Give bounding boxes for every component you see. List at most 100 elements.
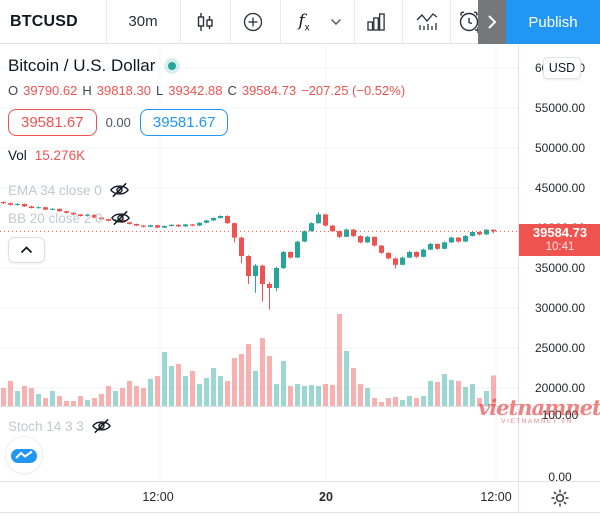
volume-bar	[162, 352, 167, 406]
symbol-button[interactable]: BTCUSD	[10, 13, 78, 30]
candle-body	[435, 244, 440, 249]
indicators-dropdown-arrow[interactable]	[324, 0, 348, 44]
time-axis-label: 12:00	[142, 490, 174, 504]
candle-body	[491, 229, 496, 232]
volume-bar	[239, 354, 244, 406]
volume-bar	[351, 368, 356, 406]
candle-body	[323, 214, 328, 226]
chart-style-button[interactable]	[188, 0, 222, 44]
volume-bar	[435, 382, 440, 406]
volume-bar	[183, 376, 188, 406]
templates-button[interactable]	[361, 0, 391, 44]
bb-indicator-row: BB 20 close 2 0	[8, 209, 131, 227]
candle-body	[246, 256, 251, 276]
candle-body	[281, 252, 286, 268]
collapse-pane-button[interactable]	[8, 237, 45, 263]
indicators-button[interactable]: fx	[288, 0, 320, 44]
volume-bar	[400, 400, 405, 406]
candle-body	[148, 225, 153, 227]
candle-body	[302, 231, 307, 242]
stoch-axis-label: 100.00	[541, 408, 579, 422]
time-axis-label: 12:00	[480, 490, 512, 504]
volume-bar	[127, 381, 132, 406]
volume-bar	[414, 398, 419, 406]
sell-price-button[interactable]: 39581.67	[8, 109, 97, 136]
candle-body	[8, 203, 13, 205]
volume-bar	[22, 386, 27, 406]
tradingview-logo[interactable]	[5, 436, 43, 474]
volume-bar	[197, 384, 202, 406]
stoch-indicator-row: Stoch 14 3 3	[8, 417, 112, 435]
volume-bar	[155, 376, 160, 406]
candle-body	[428, 244, 433, 250]
fundamentals-button[interactable]	[412, 0, 442, 44]
volume-bar	[218, 376, 223, 406]
stoch-indicator-label[interactable]: Stoch 14 3 3	[8, 418, 84, 434]
time-axis[interactable]: 12:00 20 12:00	[0, 481, 600, 513]
candle-body	[78, 214, 83, 216]
candle-body	[351, 229, 356, 236]
volume-bar	[148, 379, 153, 406]
candle-body	[57, 208, 62, 212]
last-price-value: 39584.73	[532, 225, 588, 240]
candle-body	[358, 236, 363, 243]
ohlc-low-value: 39342.88	[168, 83, 223, 98]
candle-body	[169, 224, 174, 226]
candle-body	[162, 226, 167, 228]
ohlc-high-value: 39818.30	[96, 83, 151, 98]
bb-visibility-toggle[interactable]	[110, 209, 131, 227]
ema-indicator-label[interactable]: EMA 34 close 0	[8, 182, 102, 198]
volume-bar	[421, 396, 426, 406]
ohlc-legend: O 39790.62 H 39818.30 L 39342.88 C 39584.73 …	[8, 83, 405, 98]
candle-body	[85, 214, 90, 216]
publish-button[interactable]: Publish	[506, 0, 600, 44]
volume-bar	[106, 386, 111, 406]
candle-body	[288, 252, 293, 258]
volume-bar	[43, 398, 48, 406]
candle-body	[183, 224, 188, 227]
volume-bar	[316, 386, 321, 406]
candle-body	[36, 207, 41, 209]
candle-body	[463, 236, 468, 242]
pane-separator[interactable]	[0, 406, 600, 407]
chevron-down-icon	[331, 19, 341, 25]
candle-body	[225, 216, 230, 224]
eye-off-icon	[110, 210, 130, 226]
axis-settings-corner[interactable]	[518, 482, 600, 513]
candle-body	[477, 232, 482, 235]
candle-body	[400, 257, 405, 265]
toolbar-separator	[354, 0, 355, 44]
order-panel: 39581.67 0.00 39581.67	[8, 109, 229, 136]
volume-bar	[456, 381, 461, 406]
volume-bar	[260, 338, 265, 406]
volume-value: 15.276K	[34, 148, 86, 163]
interval-button[interactable]: 30m	[128, 13, 158, 30]
volume-bar	[477, 398, 482, 406]
candlestick-chart-canvas[interactable]	[0, 45, 518, 481]
candle-body	[267, 284, 272, 288]
volume-label: Vol	[8, 148, 27, 163]
stoch-visibility-toggle[interactable]	[91, 417, 112, 435]
candle-body	[274, 268, 279, 288]
volume-bar	[386, 398, 391, 406]
volume-bar	[99, 394, 104, 406]
price-axis[interactable]: USD 39584.73 10:41 60000.0055000.0050000…	[518, 45, 600, 484]
expand-panel-button[interactable]	[478, 0, 506, 44]
symbol-title[interactable]: Bitcoin / U.S. Dollar	[8, 56, 156, 75]
toolbar-separator	[450, 0, 451, 44]
volume-bar	[78, 396, 83, 406]
market-status-dot[interactable]	[168, 62, 177, 70]
bb-indicator-label[interactable]: BB 20 close 2 0	[8, 210, 103, 226]
compare-button[interactable]	[236, 0, 270, 44]
toolbar-separator	[106, 0, 107, 44]
ema-visibility-toggle[interactable]	[109, 181, 130, 199]
candle-body	[456, 237, 461, 242]
volume-bar	[1, 388, 6, 406]
volume-bar	[15, 391, 20, 406]
buy-price-button[interactable]: 39581.67	[139, 109, 229, 136]
chart-pane[interactable]: Bitcoin / U.S. Dollar O 39790.62 H 39818.3…	[0, 45, 600, 484]
volume-bar	[29, 388, 34, 406]
volume-bar	[323, 384, 328, 406]
volume-bar	[57, 396, 62, 406]
currency-button[interactable]: USD	[543, 57, 581, 79]
